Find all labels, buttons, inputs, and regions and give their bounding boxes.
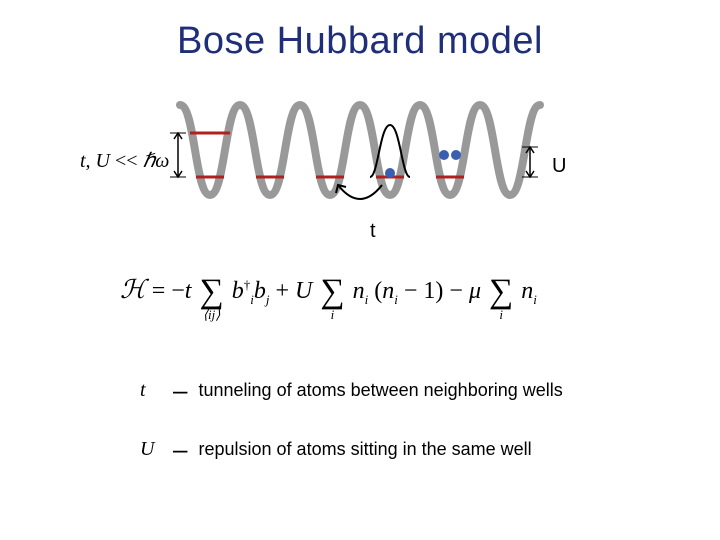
condition-lhs: t, U	[80, 150, 110, 172]
slide: Bose Hubbard model t,	[0, 0, 720, 540]
def-u: U – repulsion of atoms sitting in the sa…	[140, 434, 563, 465]
t-coef: t	[185, 278, 192, 304]
u-label: U	[552, 155, 566, 178]
sum-int: ∑i	[320, 275, 344, 309]
condition-op: <<	[115, 150, 138, 172]
dash-icon: –	[173, 434, 187, 465]
lattice-potential	[180, 105, 540, 195]
atom-pair-1	[439, 150, 449, 160]
sum-mu: ∑i	[489, 275, 513, 309]
atom-pair-2	[451, 150, 461, 160]
mu: μ	[469, 278, 481, 304]
page-title: Bose Hubbard model	[0, 20, 720, 63]
def-t-sym: t	[140, 379, 168, 402]
hamiltonian: ℋ = −t ∑⟨ij⟩ b†ibj + U ∑i ni (ni − 1) − …	[120, 275, 537, 309]
eq: =	[152, 278, 172, 304]
def-u-sym: U	[140, 438, 168, 461]
t-label: t	[370, 220, 376, 243]
lattice-diagram	[120, 85, 600, 240]
def-u-text: repulsion of atoms sitting in the same w…	[199, 439, 532, 459]
def-t: t – tunneling of atoms between neighbori…	[140, 375, 563, 406]
h-symbol: ℋ	[120, 275, 146, 304]
def-t-text: tunneling of atoms between neighboring w…	[199, 380, 563, 400]
energy-condition: t, U << ℏω	[80, 148, 169, 173]
condition-rhs: ℏω	[143, 150, 170, 172]
sum-hop: ∑⟨ij⟩	[199, 275, 223, 309]
minus1: −	[171, 278, 185, 304]
u-coef: U	[295, 278, 312, 304]
definitions: t – tunneling of atoms between neighbori…	[140, 375, 563, 493]
dash-icon: –	[173, 375, 187, 406]
atom-single	[385, 168, 395, 178]
